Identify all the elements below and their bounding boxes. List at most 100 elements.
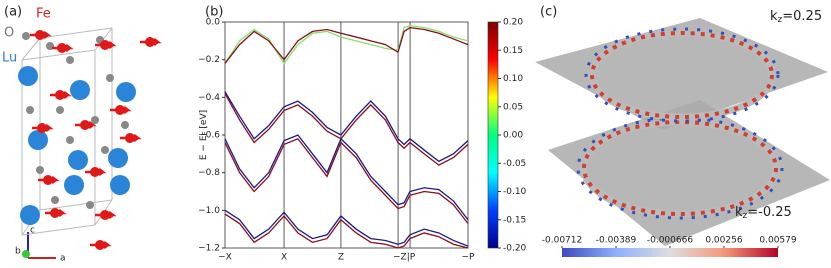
lu-atom [68, 150, 88, 170]
y-axis-label: E − EF [eV] [199, 110, 210, 160]
colorbar [487, 21, 499, 249]
band-line [224, 209, 469, 247]
lu-atom [116, 82, 136, 102]
cell-edge [39, 199, 113, 211]
colorbar-tick-label: -0.00389 [596, 236, 637, 246]
spin-arrow [38, 176, 60, 184]
axis-label: a [60, 254, 66, 264]
colorbar-tick-label: 0.10 [503, 74, 523, 84]
o-atom [101, 146, 109, 154]
panel-label: (b) [205, 5, 223, 20]
axis-arrow [22, 250, 30, 258]
spin-arrow [30, 31, 52, 39]
x-tick-label: X [281, 253, 287, 263]
x-tick-label: −Z|P [393, 253, 416, 263]
spin-arrow [120, 134, 142, 142]
kz-label: kz=0.25 [770, 9, 822, 25]
lu-atom [70, 80, 90, 100]
spin-arrow [110, 106, 132, 114]
spin-arrow [75, 121, 97, 129]
band-line [224, 93, 469, 166]
o-atom [56, 106, 64, 114]
band-line [224, 134, 469, 221]
colorbar-tick-label: -0.00712 [542, 236, 582, 246]
spin-arrow [45, 209, 67, 217]
y-tick-label: −1.2 [198, 244, 220, 254]
spin-arrow [90, 241, 112, 249]
lu-atom [108, 148, 128, 168]
spin-ring [584, 27, 780, 123]
band-line [224, 137, 469, 224]
spin-arrow [85, 168, 107, 176]
band-line [224, 26, 469, 64]
y-tick-label: −0.8 [198, 168, 220, 178]
colorbar-tick-label: 0.00256 [705, 236, 742, 246]
x-tick-label: −X [218, 253, 232, 263]
spin-arrow [140, 38, 162, 46]
kz-label: kz=-0.25 [735, 205, 792, 221]
spin-arrow [95, 211, 117, 219]
y-tick-label: −0.2 [198, 55, 220, 65]
colorbar-tick-label: 0.20 [503, 18, 523, 28]
y-tick-label: 0.0 [206, 18, 221, 28]
axis-label: b [15, 247, 21, 257]
o-atom [91, 116, 99, 124]
lu-atom [110, 175, 130, 195]
atom-label: Lu [2, 51, 17, 66]
spin-arrow [95, 41, 117, 49]
lu-atom [18, 66, 38, 86]
o-atom [106, 74, 114, 82]
kz-rest: =-0.25 [747, 205, 792, 220]
panel-c: (c) kz=0.25 kz=-0.25 [535, 5, 830, 246]
kz-rest: =0.25 [782, 9, 822, 24]
o-atom [86, 201, 94, 209]
o-atom [121, 121, 129, 129]
spin-arrow [52, 44, 74, 52]
band-line [224, 213, 469, 249]
colorbar-tick-label: -0.20 [503, 244, 527, 254]
band-line [224, 91, 469, 163]
cell-edge [21, 49, 96, 61]
kz-k: k [735, 205, 743, 220]
y-tick-label: −1.0 [198, 206, 220, 216]
y-tick-label: −0.6 [198, 131, 220, 141]
cell-edge [39, 27, 113, 39]
spin-arrow [50, 91, 72, 99]
o-atom [36, 166, 44, 174]
o-atom [51, 196, 59, 204]
kz-k: k [770, 9, 778, 24]
panel-a: (a) Fe O Lu c b a [2, 5, 162, 264]
lu-atom [20, 205, 40, 225]
y-axis-label-main: E − E [199, 135, 209, 160]
y-axis-label-unit: [eV] [199, 110, 209, 132]
spin-ring [590, 31, 774, 119]
plot-frame [224, 21, 469, 249]
colorbar-tick-label: -0.10 [503, 187, 527, 197]
lu-atom [64, 175, 84, 195]
plane [535, 18, 828, 130]
kz-sub: z [778, 15, 783, 25]
y-axis-label-sub: F [201, 131, 209, 135]
kz-sub: z [743, 211, 748, 221]
panel-label: (c) [540, 5, 557, 20]
colorbar-tick-label: 0.05 [503, 102, 523, 112]
lu-atom [28, 130, 48, 150]
colorbar-tick-label: -0.000666 [647, 236, 693, 246]
o-atom [66, 56, 74, 64]
colorbar [562, 248, 778, 257]
colorbar-tick-label: 0.15 [503, 46, 523, 56]
o-atom [22, 32, 30, 40]
y-tick-label: −0.4 [198, 93, 220, 103]
spin-arrow [32, 124, 54, 132]
o-atom [66, 136, 74, 144]
cell-edge [21, 224, 96, 236]
cell-edge [21, 37, 41, 61]
spin-ring [576, 116, 784, 220]
axis-label: c [30, 226, 35, 236]
atom-label: O [4, 26, 14, 41]
colorbar-tick-label: -0.05 [503, 159, 526, 169]
colorbar-tick-label: -0.15 [503, 215, 526, 225]
o-atom [26, 106, 34, 114]
panel-label: (a) [4, 5, 22, 20]
